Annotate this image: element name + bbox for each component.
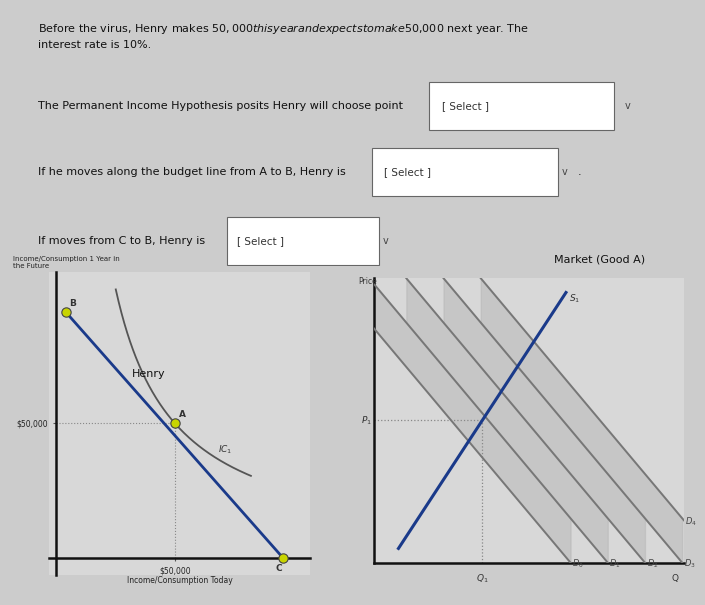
Text: v: v <box>561 167 567 177</box>
Text: $Q_1$: $Q_1$ <box>476 572 489 584</box>
Text: $D_2$: $D_2$ <box>646 558 658 571</box>
X-axis label: Income/Consumption Today: Income/Consumption Today <box>127 577 233 586</box>
FancyBboxPatch shape <box>429 82 614 130</box>
Text: $D_4$: $D_4$ <box>685 515 697 528</box>
Text: [ Select ]: [ Select ] <box>384 167 431 177</box>
FancyBboxPatch shape <box>226 217 379 265</box>
Text: $D_3$: $D_3$ <box>684 558 696 571</box>
Text: Henry: Henry <box>133 369 166 379</box>
Text: [ Select ]: [ Select ] <box>237 236 283 246</box>
Point <box>169 419 180 428</box>
Text: .: . <box>578 167 582 177</box>
Text: A: A <box>178 410 185 419</box>
Text: $D_1$: $D_1$ <box>609 558 621 571</box>
Text: If moves from C to B, Henry is: If moves from C to B, Henry is <box>38 236 205 246</box>
Text: v: v <box>382 236 388 246</box>
Text: Price: Price <box>358 277 377 286</box>
Text: Market (Good A): Market (Good A) <box>553 254 644 264</box>
Text: Before the virus, Henry makes $50,000 this year and expects to make $50,000 next: Before the virus, Henry makes $50,000 th… <box>38 22 529 50</box>
Text: $IC_1$: $IC_1$ <box>218 444 232 456</box>
Text: C: C <box>276 564 282 573</box>
Text: $D_0$: $D_0$ <box>572 558 584 571</box>
Text: $P_1$: $P_1$ <box>361 414 372 427</box>
Text: Income/Consumption 1 Year in
the Future: Income/Consumption 1 Year in the Future <box>13 256 120 269</box>
Text: v: v <box>624 101 630 111</box>
Text: $S_1$: $S_1$ <box>569 292 580 304</box>
Text: If he moves along the budget line from A to B, Henry is: If he moves along the budget line from A… <box>38 167 345 177</box>
Text: [ Select ]: [ Select ] <box>442 101 489 111</box>
Point <box>277 553 288 563</box>
Point <box>61 307 72 317</box>
FancyBboxPatch shape <box>372 148 558 196</box>
Text: Q: Q <box>671 574 678 583</box>
Text: B: B <box>70 299 76 308</box>
Text: The Permanent Income Hypothesis posits Henry will choose point: The Permanent Income Hypothesis posits H… <box>38 101 403 111</box>
